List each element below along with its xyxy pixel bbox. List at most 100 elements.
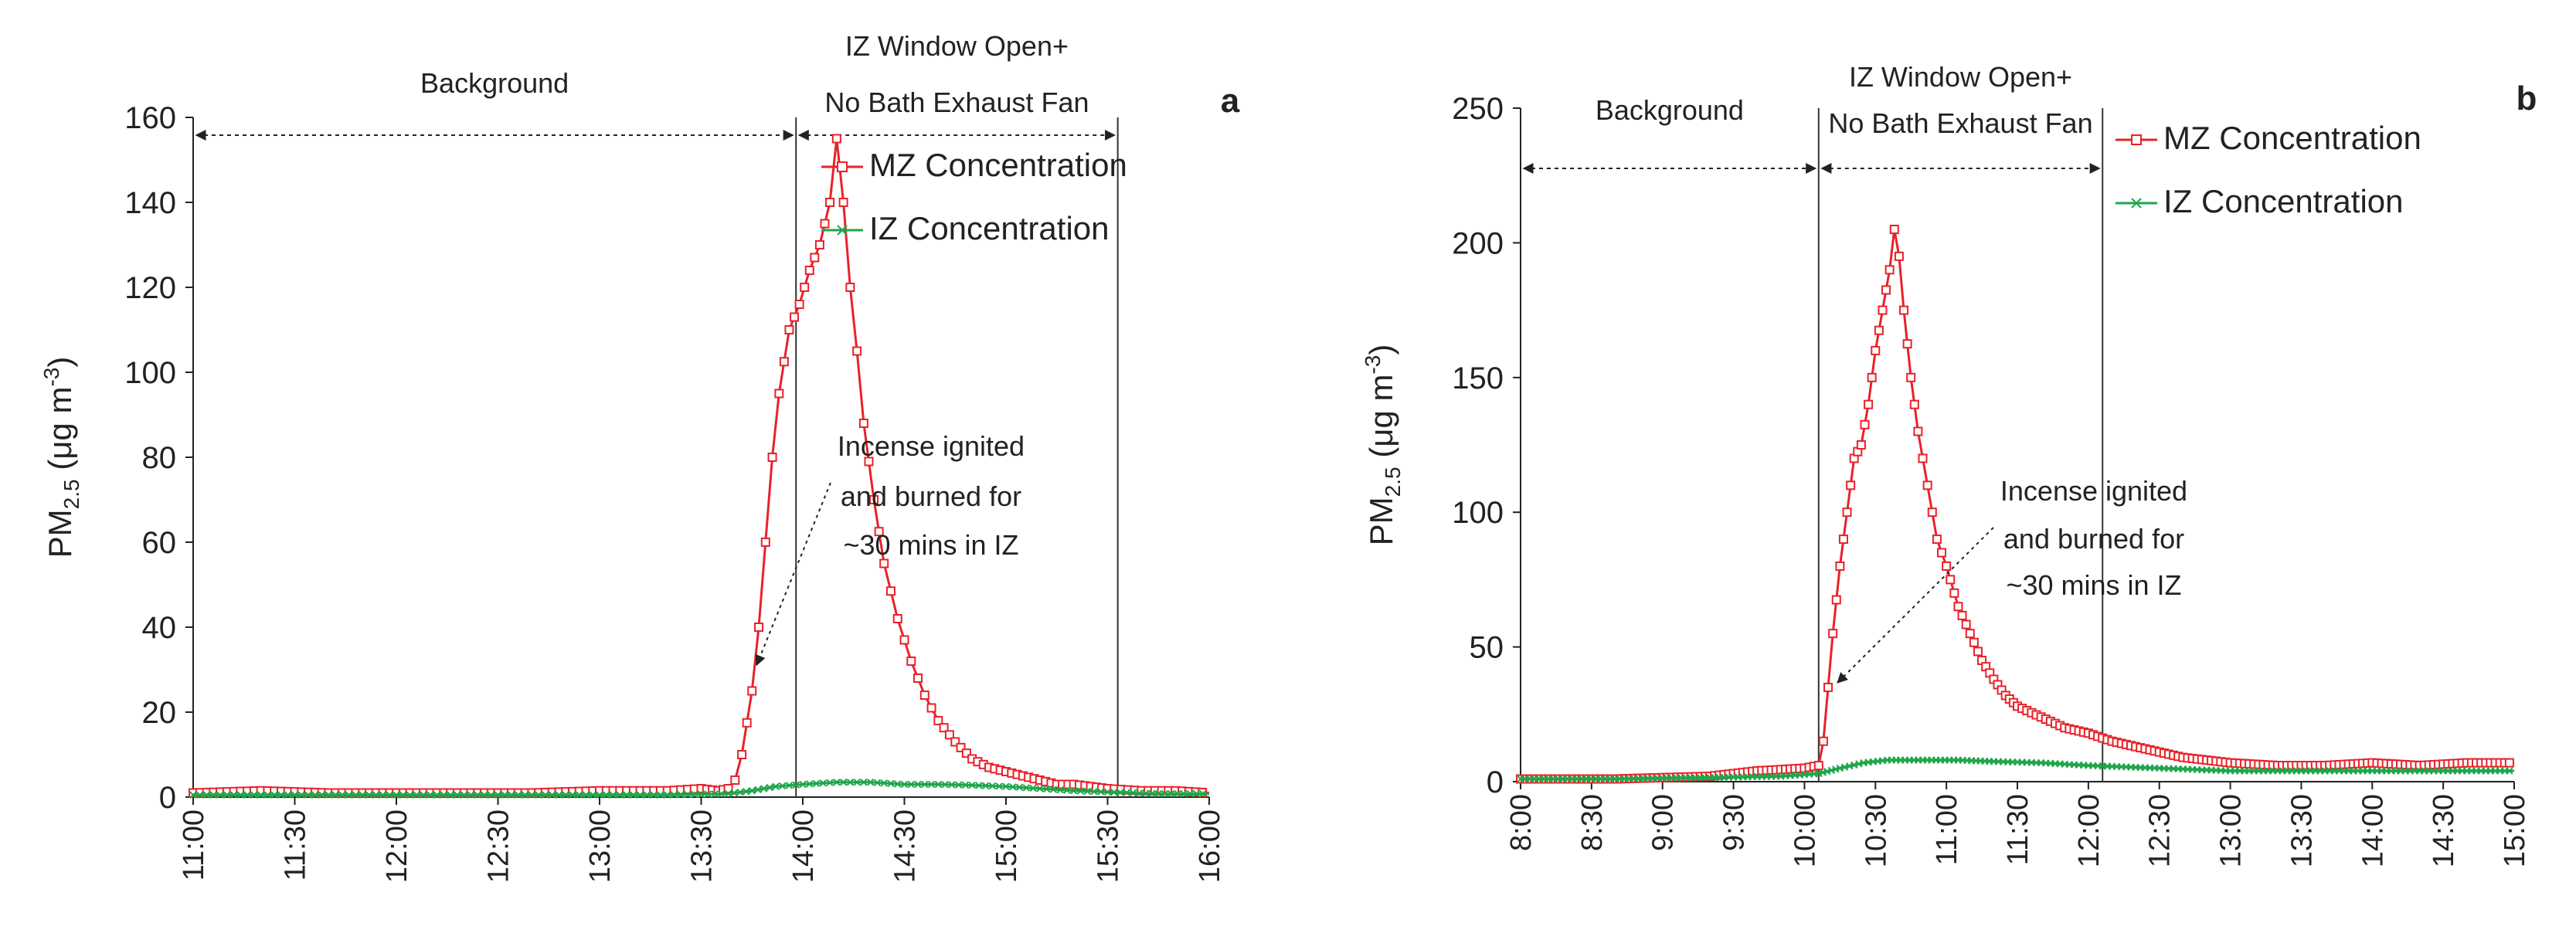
data-point-marker (1867, 372, 1877, 382)
data-point-marker (508, 791, 515, 799)
data-point-marker (481, 791, 488, 799)
data-point-marker (1889, 224, 1899, 234)
data-point-marker (919, 691, 929, 700)
y-tick-label: 100 (124, 356, 176, 390)
data-point-marker (1946, 575, 1956, 585)
data-point-marker (954, 781, 963, 789)
x-tick-label: 8:00 (1505, 794, 1538, 851)
legend-entry: IZ Concentration (821, 210, 1110, 246)
data-point-marker (630, 791, 637, 799)
data-point-marker (1823, 682, 1833, 692)
y-label-unit: (μg m (1363, 375, 1399, 467)
x-tick-label: 11:30 (280, 809, 312, 881)
data-point-marker (691, 790, 698, 799)
data-point-marker (1838, 534, 1848, 545)
data-point-marker (318, 791, 326, 799)
data-point-marker (1015, 783, 1024, 792)
data-point-marker (961, 781, 970, 789)
data-point-marker (1918, 453, 1928, 463)
data-point-marker (277, 791, 285, 799)
chart-panel-a: 0 20 40 60 80 100 120 140 160 11:00 11:30 12:00 12:3… (39, 30, 1240, 883)
data-point-marker (864, 456, 874, 467)
data-point-marker (603, 791, 610, 799)
data-point-marker (521, 791, 529, 799)
data-point-marker (961, 748, 971, 758)
x-tick-label: 12:00 (381, 809, 413, 883)
data-point-marker (542, 791, 549, 799)
data-point-marker (948, 781, 956, 789)
data-point-marker (846, 779, 855, 786)
data-point-marker (779, 357, 789, 367)
data-point-marker (718, 790, 726, 798)
data-point-marker (754, 623, 764, 632)
data-point-marker (766, 783, 773, 792)
data-point-marker (754, 786, 762, 794)
data-point-marker (845, 283, 855, 292)
data-point-marker (906, 657, 916, 666)
data-point-marker (494, 791, 502, 799)
data-point-marker (1969, 637, 1979, 647)
y-label-sub: 2.5 (59, 479, 83, 509)
data-point-marker (1813, 761, 1823, 771)
data-point-marker (1902, 339, 1912, 349)
data-point-marker (1906, 372, 1916, 382)
data-point-marker (988, 782, 997, 790)
data-point-marker (1842, 507, 1852, 518)
data-point-marker (913, 674, 923, 683)
data-point-marker (1123, 789, 1130, 796)
data-point-marker (250, 791, 258, 799)
data-point-marker (338, 791, 346, 799)
data-point-marker (1909, 399, 1919, 409)
data-point-marker (723, 784, 733, 793)
data-point-marker (393, 791, 400, 799)
data-point-marker (1090, 788, 1098, 796)
data-point-marker (467, 791, 475, 799)
data-point-marker (1864, 399, 1874, 409)
legend-swatch-marker (837, 161, 848, 172)
data-point-marker (894, 780, 902, 788)
data-point-marker (900, 780, 909, 789)
x-tick-label: 16:00 (1194, 809, 1226, 883)
data-point-marker (1148, 789, 1156, 798)
data-point-marker (899, 635, 909, 645)
series-iz-concentration (1517, 756, 2514, 783)
data-point-marker (1953, 602, 1963, 612)
data-point-marker (880, 779, 888, 787)
data-point-marker (760, 538, 770, 547)
data-point-marker (1076, 787, 1085, 795)
data-point-marker (447, 791, 454, 799)
data-point-marker (460, 791, 468, 799)
data-point-marker (1899, 305, 1909, 315)
data-point-marker (975, 782, 983, 789)
data-point-marker (1894, 251, 1904, 261)
data-point-marker (724, 789, 732, 798)
data-point-marker (1142, 789, 1150, 797)
data-point-marker (792, 781, 800, 789)
data-point-marker (515, 791, 522, 799)
data-point-marker (1973, 646, 1983, 657)
annotation-text-line: and burned for (841, 480, 1021, 512)
data-point-marker (968, 781, 976, 789)
data-point-marker (684, 790, 692, 799)
data-point-marker (643, 791, 651, 799)
data-point-marker (372, 791, 380, 799)
x-tick-label: 10:00 (1789, 794, 1821, 867)
data-point-marker (243, 791, 251, 799)
data-point-marker (799, 780, 807, 789)
data-point-marker (711, 790, 719, 798)
x-tick-label: 12:30 (2144, 794, 2177, 867)
data-point-marker (914, 780, 922, 789)
x-tick-label: 14:30 (2428, 794, 2460, 867)
y-label-sup: -3 (39, 368, 63, 387)
data-point-marker (866, 779, 875, 786)
y-label-close: ) (42, 357, 78, 368)
data-point-marker (981, 782, 990, 789)
legend-entry: IZ Concentration (2116, 183, 2404, 219)
data-point-marker (742, 718, 752, 728)
data-point-marker (1199, 789, 1207, 798)
y-label-sup: -3 (1361, 355, 1385, 375)
data-point-marker (767, 453, 777, 462)
data-point-marker (413, 791, 421, 799)
data-point-marker (704, 790, 712, 798)
data-point-marker (1135, 789, 1144, 797)
